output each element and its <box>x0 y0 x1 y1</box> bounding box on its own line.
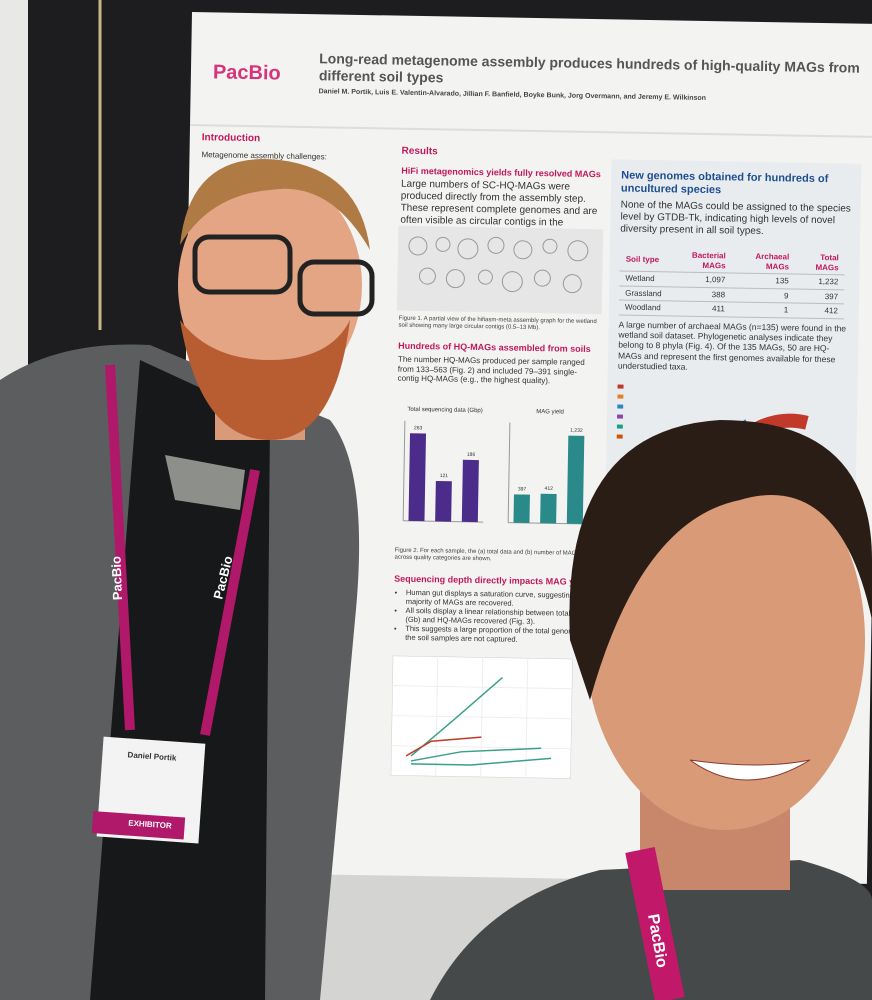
figure-2: Total sequencing data (Gbp) 263 121 186 MAG … <box>402 407 589 525</box>
bar <box>435 480 452 522</box>
chart-title: MAG yield <box>536 409 564 415</box>
poster: PacBio Long-read metagenome assembly pro… <box>176 12 872 884</box>
value-label: 121 <box>440 473 449 479</box>
bar <box>566 435 585 524</box>
value-label: 1,232 <box>570 428 583 434</box>
bar <box>513 494 530 523</box>
chart-title: Total sequencing data (Gbp) <box>407 407 482 414</box>
axis <box>402 420 406 521</box>
value-label: 263 <box>414 425 423 431</box>
axis <box>507 422 511 523</box>
lanyard-text: PacBio <box>108 556 125 601</box>
bar <box>408 433 427 522</box>
bar <box>540 493 557 524</box>
value-label: 412 <box>545 486 554 492</box>
bar <box>461 459 479 523</box>
value-label: 186 <box>467 452 476 458</box>
assembly-graph <box>396 225 604 315</box>
value-label: 397 <box>518 486 527 492</box>
figure-3 <box>390 655 573 779</box>
